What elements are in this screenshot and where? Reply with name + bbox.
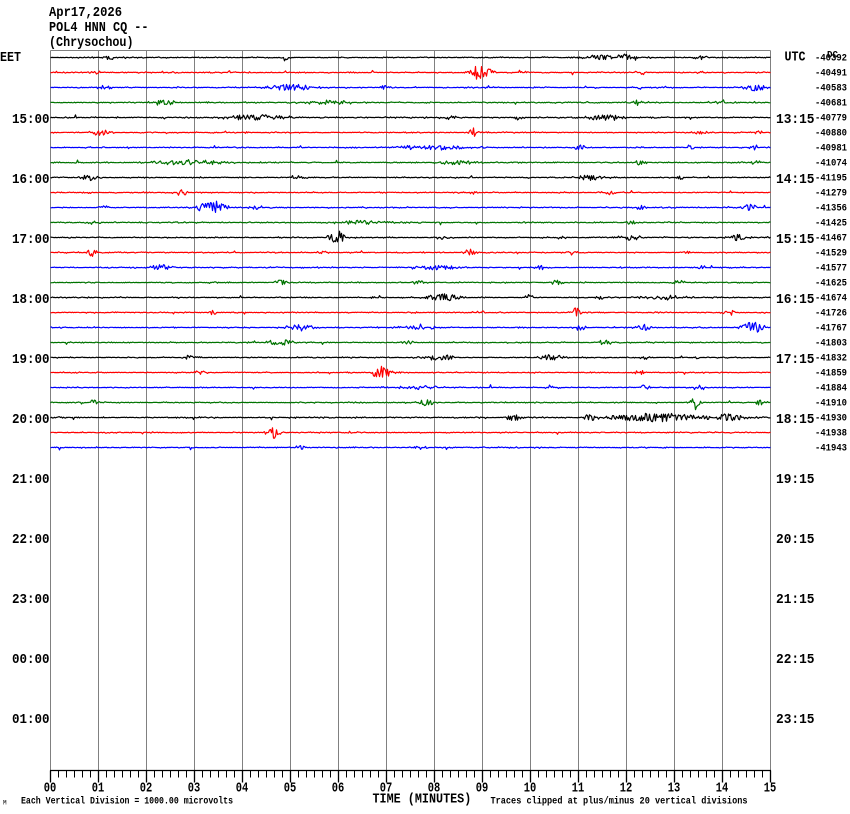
svg-text:18:00: 18:00 bbox=[12, 292, 50, 308]
svg-text:04: 04 bbox=[236, 781, 249, 797]
svg-text:01:00: 01:00 bbox=[12, 712, 50, 728]
svg-text:01: 01 bbox=[92, 781, 105, 797]
svg-text:-41884: -41884 bbox=[815, 384, 847, 395]
svg-text:00:00: 00:00 bbox=[12, 652, 50, 668]
svg-text:-41195: -41195 bbox=[815, 174, 847, 185]
svg-text:23:15: 23:15 bbox=[776, 712, 815, 728]
svg-text:-41930: -41930 bbox=[815, 414, 847, 425]
svg-text:-41467: -41467 bbox=[815, 234, 847, 245]
svg-text:(Chrysochou): (Chrysochou) bbox=[49, 35, 134, 51]
svg-text:-41803: -41803 bbox=[815, 339, 847, 350]
svg-text:14: 14 bbox=[716, 781, 729, 797]
svg-text:-41577: -41577 bbox=[815, 264, 847, 275]
svg-text:15:00: 15:00 bbox=[12, 112, 50, 128]
svg-text:Each Vertical Division = 1000.: Each Vertical Division = 1000.00 microvo… bbox=[21, 796, 233, 808]
svg-text:22:00: 22:00 bbox=[12, 532, 50, 548]
svg-text:-40681: -40681 bbox=[815, 99, 847, 110]
svg-text:EET: EET bbox=[0, 50, 21, 66]
svg-text:19:00: 19:00 bbox=[12, 352, 50, 368]
svg-text:-40981: -40981 bbox=[815, 144, 847, 155]
svg-text:-41529: -41529 bbox=[815, 249, 847, 260]
svg-text:-41859: -41859 bbox=[815, 369, 847, 380]
svg-text:-40491: -40491 bbox=[815, 69, 847, 80]
svg-text:13: 13 bbox=[668, 781, 681, 797]
svg-text:-40779: -40779 bbox=[815, 114, 847, 125]
svg-text:17:00: 17:00 bbox=[12, 232, 50, 248]
svg-text:13:15: 13:15 bbox=[776, 112, 815, 128]
svg-text:14:15: 14:15 bbox=[776, 172, 815, 188]
svg-text:-41767: -41767 bbox=[815, 324, 847, 335]
svg-text:10: 10 bbox=[524, 781, 537, 797]
svg-text:11: 11 bbox=[572, 781, 585, 797]
svg-text:-41726: -41726 bbox=[815, 309, 847, 320]
svg-text:-41074: -41074 bbox=[815, 159, 847, 170]
svg-text:05: 05 bbox=[284, 781, 297, 797]
svg-text:16:00: 16:00 bbox=[12, 172, 50, 188]
svg-text:Traces clipped at plus/minus 2: Traces clipped at plus/minus 20 vertical… bbox=[491, 796, 748, 808]
svg-text:03: 03 bbox=[188, 781, 201, 797]
svg-text:POL4 HNN CQ --: POL4 HNN CQ -- bbox=[49, 20, 149, 36]
svg-text:15:15: 15:15 bbox=[776, 232, 815, 248]
svg-text:23:00: 23:00 bbox=[12, 592, 50, 608]
svg-text:-41279: -41279 bbox=[815, 189, 847, 200]
svg-text:19:15: 19:15 bbox=[776, 472, 815, 488]
svg-text:18:15: 18:15 bbox=[776, 412, 815, 428]
svg-text:-41938: -41938 bbox=[815, 429, 847, 440]
svg-text:21:15: 21:15 bbox=[776, 592, 815, 608]
svg-text:-41356: -41356 bbox=[815, 204, 847, 215]
svg-text:Apr17,2026: Apr17,2026 bbox=[49, 5, 122, 21]
svg-text:20:00: 20:00 bbox=[12, 412, 50, 428]
svg-text:UTC: UTC bbox=[785, 50, 806, 66]
svg-text:12: 12 bbox=[620, 781, 633, 797]
svg-text:DC: DC bbox=[827, 51, 838, 62]
svg-text:06: 06 bbox=[332, 781, 345, 797]
svg-text:16:15: 16:15 bbox=[776, 292, 815, 308]
svg-text:-41425: -41425 bbox=[815, 219, 847, 230]
svg-text:M: M bbox=[3, 800, 7, 807]
svg-text:20:15: 20:15 bbox=[776, 532, 815, 548]
svg-text:00: 00 bbox=[44, 781, 57, 797]
svg-text:22:15: 22:15 bbox=[776, 652, 815, 668]
svg-text:-41943: -41943 bbox=[815, 444, 847, 455]
svg-text:-40392: -40392 bbox=[815, 54, 847, 65]
svg-text:07: 07 bbox=[380, 781, 393, 797]
svg-text:08: 08 bbox=[428, 781, 441, 797]
svg-text:21:00: 21:00 bbox=[12, 472, 50, 488]
svg-text:TIME (MINUTES): TIME (MINUTES) bbox=[373, 792, 472, 808]
svg-text:-41832: -41832 bbox=[815, 354, 847, 365]
svg-text:-40880: -40880 bbox=[815, 129, 847, 140]
svg-text:09: 09 bbox=[476, 781, 489, 797]
svg-text:-41674: -41674 bbox=[815, 294, 847, 305]
svg-text:02: 02 bbox=[140, 781, 153, 797]
svg-text:17:15: 17:15 bbox=[776, 352, 815, 368]
svg-text:15: 15 bbox=[764, 781, 777, 797]
svg-text:-41910: -41910 bbox=[815, 399, 847, 410]
svg-text:-40583: -40583 bbox=[815, 84, 847, 95]
svg-text:-41625: -41625 bbox=[815, 279, 847, 290]
